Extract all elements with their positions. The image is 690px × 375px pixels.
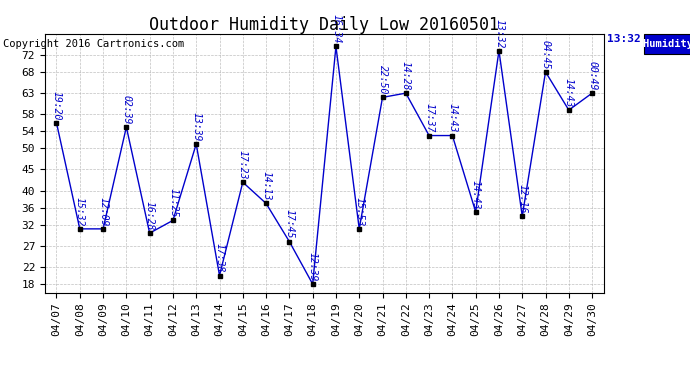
- Text: 12:39: 12:39: [308, 252, 317, 281]
- Text: 13:39: 13:39: [191, 112, 201, 141]
- Text: 14:43: 14:43: [447, 104, 457, 133]
- Text: 17:37: 17:37: [424, 104, 434, 133]
- Text: 11:25: 11:25: [168, 188, 178, 218]
- Text: 19:20: 19:20: [52, 91, 61, 120]
- Text: 14:28: 14:28: [401, 61, 411, 90]
- Text: 15:32: 15:32: [75, 197, 85, 226]
- Text: 14:13: 14:13: [261, 171, 271, 201]
- Text: Humidity  (%): Humidity (%): [643, 39, 690, 49]
- Text: 13:32: 13:32: [607, 34, 641, 44]
- Text: 04:45: 04:45: [540, 40, 551, 69]
- Text: 15:53: 15:53: [354, 197, 364, 226]
- Text: 14:43: 14:43: [471, 180, 481, 209]
- Text: 14:43: 14:43: [564, 78, 574, 107]
- Text: 13:32: 13:32: [494, 19, 504, 48]
- Text: 22:50: 22:50: [377, 65, 388, 94]
- Text: 12:09: 12:09: [98, 197, 108, 226]
- Text: 00:49: 00:49: [587, 61, 597, 90]
- Text: Copyright 2016 Cartronics.com: Copyright 2016 Cartronics.com: [3, 39, 185, 50]
- Text: 17:23: 17:23: [238, 150, 248, 179]
- Text: 12:16: 12:16: [518, 184, 527, 213]
- Text: 17:45: 17:45: [284, 210, 295, 239]
- Text: 17:38: 17:38: [215, 243, 224, 273]
- Text: 16:28: 16:28: [145, 201, 155, 230]
- Text: 02:39: 02:39: [121, 95, 131, 124]
- Text: 16:34: 16:34: [331, 14, 341, 44]
- Title: Outdoor Humidity Daily Low 20160501: Outdoor Humidity Daily Low 20160501: [149, 16, 500, 34]
